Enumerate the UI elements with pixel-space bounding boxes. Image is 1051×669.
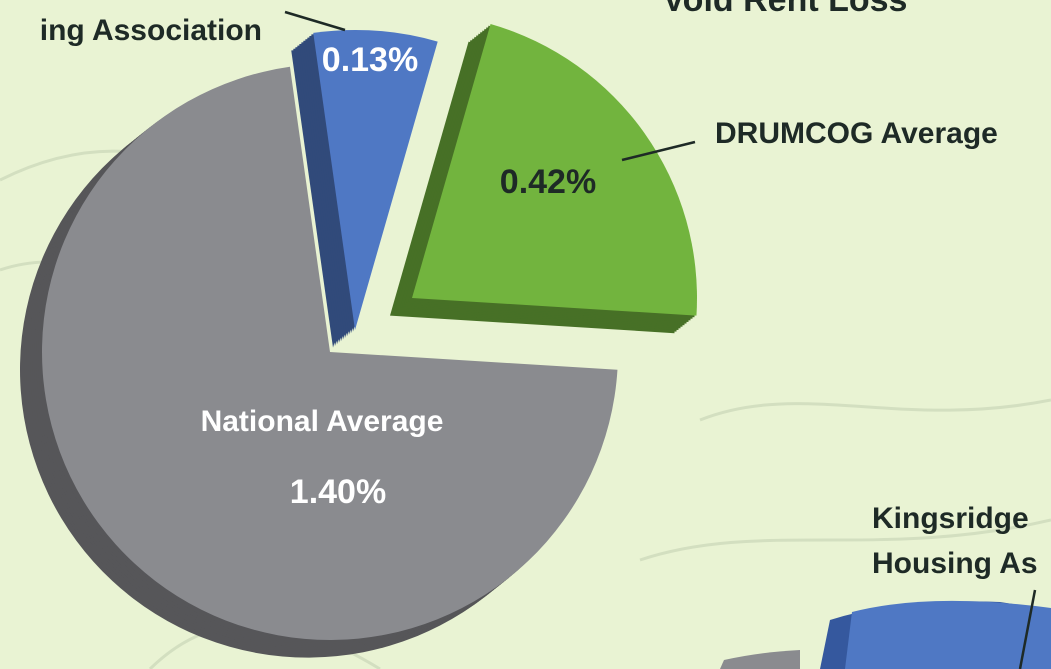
pie-slice: [41, 66, 618, 640]
leader-line: [621, 140, 696, 162]
pie-slice: [412, 24, 697, 316]
pie: [19, 24, 697, 658]
value-label: 0.42%: [500, 163, 596, 201]
pie-slice-edge: [845, 600, 1051, 669]
leader-line: [1018, 589, 1037, 669]
leader-line: [284, 10, 346, 32]
second-pie: [720, 600, 1051, 669]
annotation: Kingsridge: [872, 502, 1029, 535]
value-label: 0.13%: [322, 41, 418, 79]
pie-slice-edge: [720, 650, 800, 669]
chart-title: Void Rent Loss: [663, 0, 908, 19]
slice-label: ing Association: [40, 14, 262, 47]
value-label: 1.40%: [290, 473, 386, 511]
annotation: Housing As: [872, 547, 1038, 580]
slice-label: DRUMCOG Average: [715, 117, 998, 150]
slice-label: National Average: [201, 405, 444, 438]
pie-slice: [313, 30, 438, 331]
